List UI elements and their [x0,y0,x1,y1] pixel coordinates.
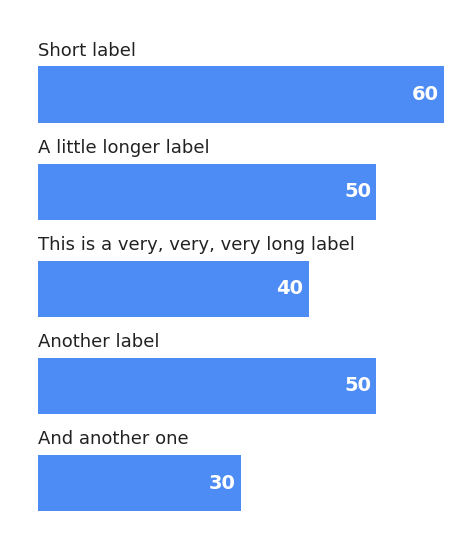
Bar [38,164,376,220]
Text: 40: 40 [276,279,303,298]
Text: 50: 50 [344,377,371,396]
Text: This is a very, very, very long label: This is a very, very, very long label [38,236,355,254]
Bar [38,358,376,414]
Text: 60: 60 [412,85,439,104]
Text: And another one: And another one [38,430,189,448]
Bar [38,455,241,511]
Text: 50: 50 [344,182,371,201]
Text: Short label: Short label [38,42,136,60]
Text: Another label: Another label [38,333,159,351]
Text: 30: 30 [209,474,236,493]
Bar [38,261,309,317]
Text: A little longer label: A little longer label [38,139,210,157]
Bar [38,66,444,122]
